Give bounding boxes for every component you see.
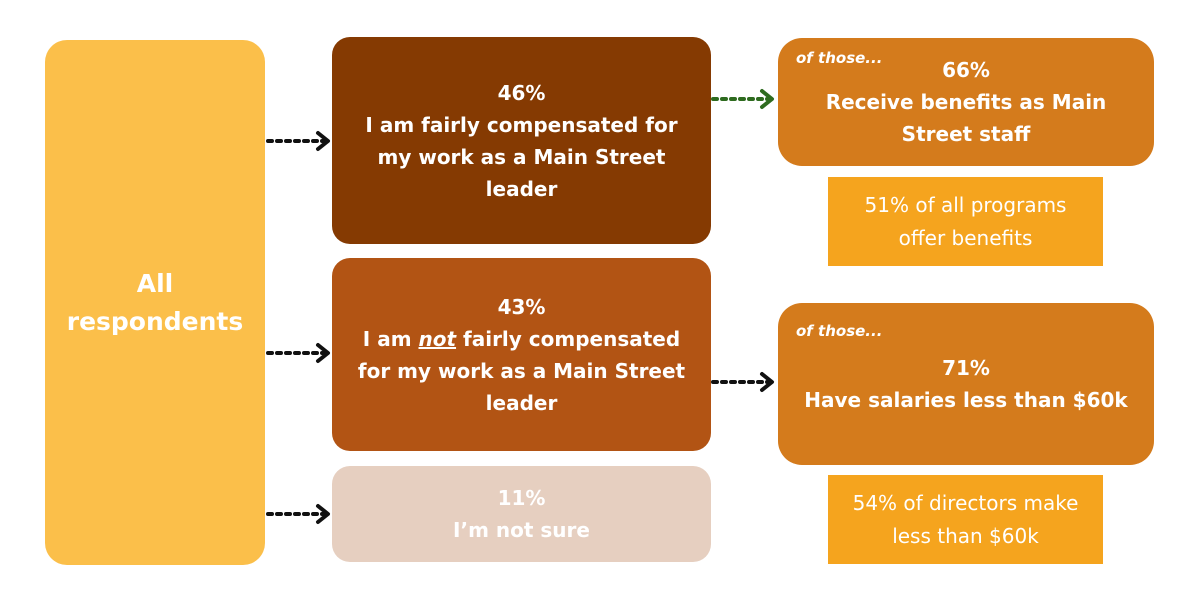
note-text-line: offer benefits: [898, 225, 1033, 250]
note-text-line: 51% of all programs: [864, 192, 1067, 217]
note-text-line: less than $60k: [892, 523, 1039, 548]
response-text-line: for my work as a Main Street: [357, 358, 686, 383]
response-text-line: I am fairly compensated for: [365, 112, 678, 137]
followup-salaries: of those... 71% Have salaries less than …: [778, 303, 1154, 465]
response-text-line: leader: [485, 390, 558, 415]
all-respondents-line1: All: [136, 268, 174, 298]
note-text-line: 54% of directors make: [852, 490, 1079, 515]
response-percent: 43%: [497, 294, 546, 319]
followup-benefits: of those... 66% Receive benefits as Main…: [778, 38, 1154, 166]
response-text-line: my work as a Main Street: [377, 144, 666, 169]
all-respondents-box: All respondents: [45, 40, 265, 565]
followup-text-line: Receive benefits as Main: [825, 90, 1107, 114]
response-text-line: I am not fairly compensated: [363, 323, 680, 355]
note-benefits: 51% of all programs offer benefits: [828, 177, 1103, 266]
of-those-label: of those...: [796, 49, 883, 67]
response-percent: 11%: [497, 486, 546, 510]
response-fairly-compensated: 46% I am fairly compensated for my work …: [332, 37, 711, 244]
response-text-post: fairly compensated: [456, 326, 681, 351]
response-text-emphasis: not: [418, 326, 457, 351]
of-those-label: of those...: [796, 322, 883, 340]
arrow-to-benefits: [711, 89, 774, 109]
all-respondents-line2: respondents: [66, 306, 244, 336]
arrow-to-salaries: [711, 372, 774, 392]
arrow-to-not-fairly-compensated: [266, 343, 330, 363]
followup-percent: 71%: [942, 356, 990, 380]
response-text-pre: I am: [362, 326, 419, 351]
response-not-fairly-compensated: 43% I am not fairly compensated for my w…: [332, 258, 711, 451]
arrow-to-not-sure: [266, 504, 330, 524]
followup-text-line: Have salaries less than $60k: [804, 388, 1128, 412]
response-text-line: leader: [485, 176, 558, 201]
response-percent: 46%: [497, 80, 546, 105]
followup-text-line: Street staff: [901, 122, 1031, 146]
followup-percent: 66%: [942, 58, 990, 82]
note-salaries: 54% of directors make less than $60k: [828, 475, 1103, 564]
arrow-to-fairly-compensated: [266, 131, 330, 151]
response-not-sure: 11% I’m not sure: [332, 466, 711, 562]
response-text-line: I’m not sure: [453, 518, 590, 542]
